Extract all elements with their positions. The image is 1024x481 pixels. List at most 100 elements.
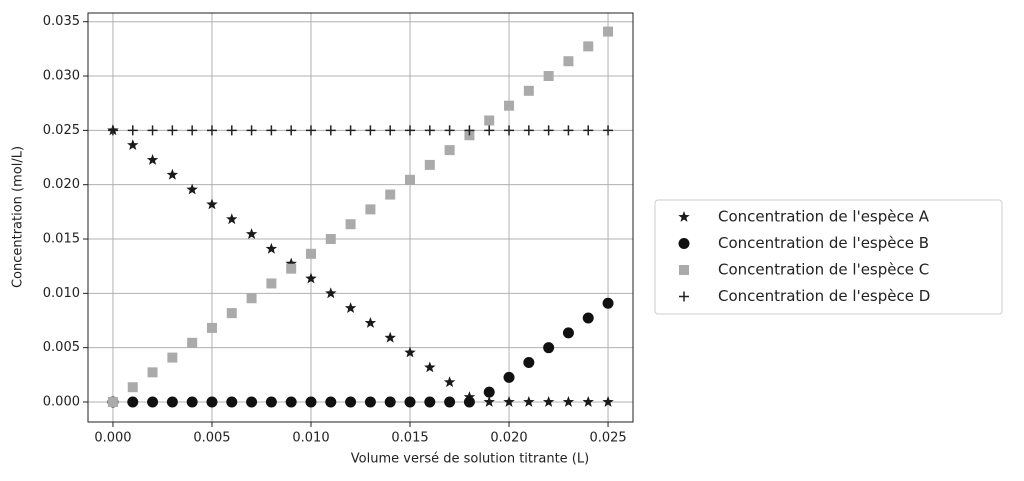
marker-circle xyxy=(345,396,357,408)
y-tick-label: 0.000 xyxy=(43,395,80,410)
series xyxy=(107,297,614,408)
x-tick-label: 0.000 xyxy=(94,431,131,446)
marker-square xyxy=(226,308,237,319)
marker-circle xyxy=(364,396,376,408)
marker-plus xyxy=(266,125,277,136)
y-tick-label: 0.005 xyxy=(43,340,80,355)
marker-star xyxy=(166,168,179,180)
plot-frame xyxy=(87,12,634,423)
marker-square xyxy=(286,263,297,274)
marker-circle xyxy=(562,327,574,339)
legend-label: Concentration de l'espèce A xyxy=(718,208,930,226)
x-tick-label: 0.010 xyxy=(292,431,329,446)
marker-circle xyxy=(127,396,139,408)
series xyxy=(107,125,614,136)
marker-square xyxy=(523,85,534,96)
marker-plus xyxy=(563,125,574,136)
x-tick-label: 0.005 xyxy=(193,431,230,446)
marker-star xyxy=(678,211,690,222)
marker-circle xyxy=(246,396,258,408)
marker-circle xyxy=(265,396,277,408)
marker-star xyxy=(443,376,456,388)
marker-square xyxy=(543,71,554,82)
marker-square xyxy=(266,278,277,289)
marker-circle xyxy=(166,396,178,408)
marker-star xyxy=(424,361,436,373)
marker-square xyxy=(444,145,455,156)
marker-star xyxy=(325,287,337,299)
marker-plus xyxy=(424,125,435,136)
x-tick-label: 0.020 xyxy=(490,431,527,446)
marker-circle xyxy=(147,396,159,408)
marker-square xyxy=(679,265,689,275)
marker-plus xyxy=(206,125,217,136)
marker-star xyxy=(245,228,258,239)
x-axis-label: Volume versé de solution titrante (L) xyxy=(351,452,589,467)
marker-plus xyxy=(523,125,534,136)
marker-square xyxy=(405,174,416,185)
marker-star xyxy=(503,396,515,407)
y-tick-label: 0.025 xyxy=(43,123,80,138)
marker-square xyxy=(504,100,515,111)
marker-plus xyxy=(325,125,336,136)
marker-plus xyxy=(484,125,495,136)
marker-star xyxy=(364,317,377,328)
marker-square xyxy=(563,56,574,67)
marker-plus xyxy=(107,125,118,136)
marker-plus xyxy=(127,125,138,136)
marker-square xyxy=(365,204,376,215)
series xyxy=(107,124,614,407)
x-tick-label: 0.015 xyxy=(391,431,428,446)
marker-circle xyxy=(483,386,495,398)
legend-label: Concentration de l'espèce C xyxy=(718,261,929,279)
marker-plus xyxy=(365,125,376,136)
marker-circle xyxy=(582,312,594,324)
marker-star xyxy=(127,139,139,150)
marker-square xyxy=(385,189,396,200)
y-tick-label: 0.030 xyxy=(43,69,80,84)
marker-star xyxy=(582,396,594,407)
marker-plus xyxy=(444,125,455,136)
marker-plus xyxy=(504,125,515,136)
legend-label: Concentration de l'espèce D xyxy=(718,287,930,305)
marker-square xyxy=(206,322,217,333)
marker-plus xyxy=(603,125,614,136)
marker-star xyxy=(483,396,495,407)
marker-circle xyxy=(384,396,396,408)
marker-star xyxy=(305,272,317,284)
marker-star xyxy=(265,242,278,254)
marker-square xyxy=(147,367,158,378)
marker-square xyxy=(424,159,435,170)
marker-plus xyxy=(345,125,356,136)
marker-circle xyxy=(285,396,297,408)
marker-star xyxy=(404,346,416,358)
x-tick-label: 0.025 xyxy=(589,431,626,446)
marker-circle xyxy=(602,297,614,309)
marker-plus xyxy=(583,125,594,136)
marker-star xyxy=(523,396,535,407)
marker-plus xyxy=(543,125,554,136)
marker-square xyxy=(107,397,118,408)
marker-square xyxy=(305,248,316,259)
marker-plus xyxy=(226,125,237,136)
marker-square xyxy=(484,115,495,126)
marker-circle xyxy=(444,396,456,408)
marker-circle xyxy=(186,396,198,408)
marker-square xyxy=(127,382,138,393)
legend-box xyxy=(654,199,1003,315)
marker-square xyxy=(603,26,614,37)
marker-plus xyxy=(679,291,689,302)
marker-circle xyxy=(305,396,317,408)
marker-plus xyxy=(147,125,158,136)
marker-plus xyxy=(167,125,178,136)
marker-circle xyxy=(325,396,337,408)
marker-circle xyxy=(463,396,475,408)
marker-star xyxy=(384,331,396,343)
marker-star xyxy=(602,396,614,407)
marker-plus xyxy=(246,125,257,136)
marker-square xyxy=(246,293,257,304)
marker-square xyxy=(583,41,594,52)
y-tick-label: 0.015 xyxy=(43,232,80,247)
marker-star xyxy=(146,154,159,165)
